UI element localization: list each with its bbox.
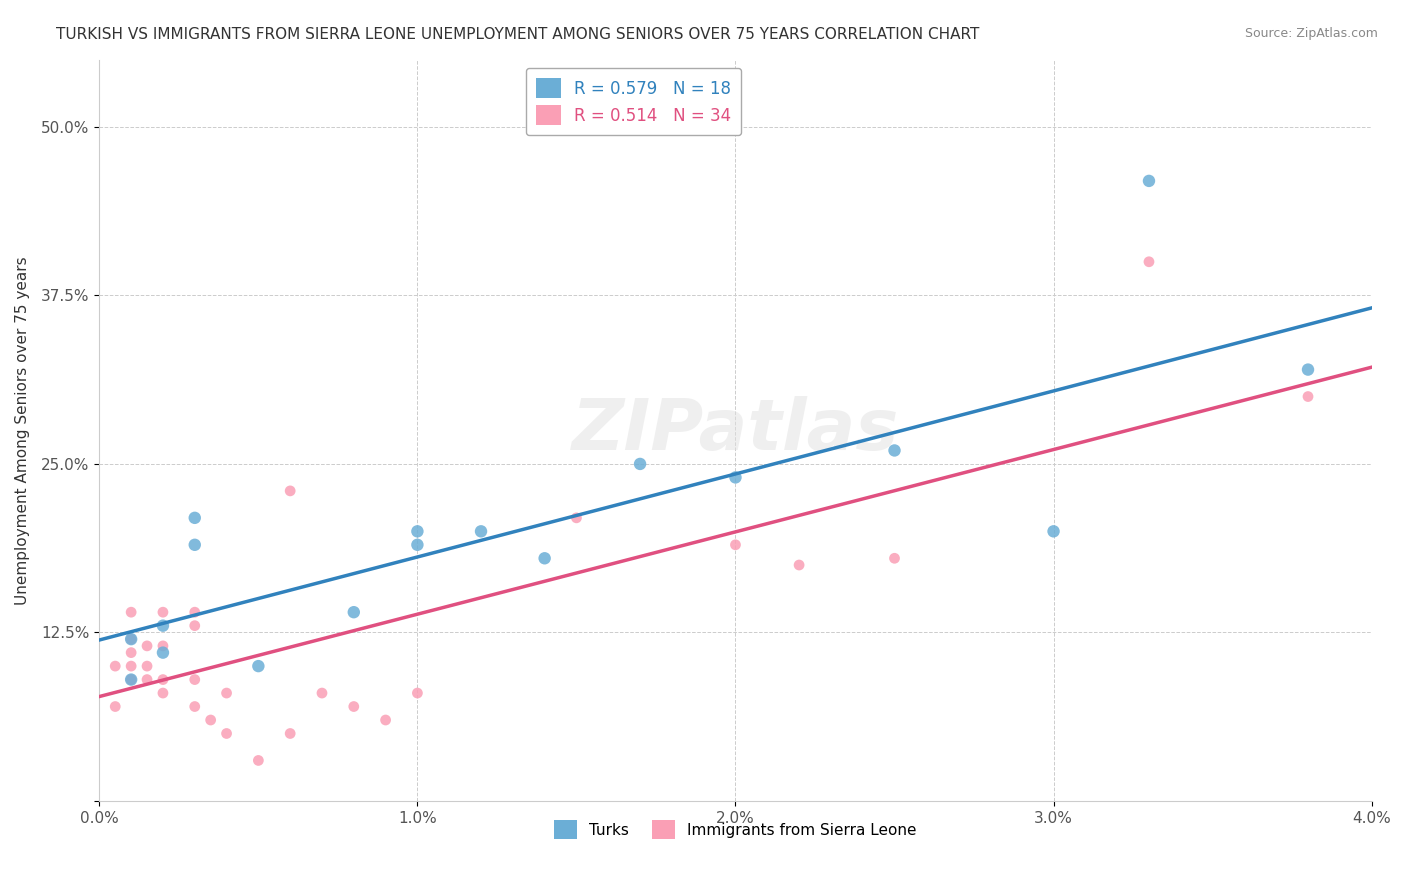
Point (152, 673, 174, 687)
Point (120, 632, 142, 647)
Point (184, 511, 207, 525)
Point (1296, 390, 1319, 404)
Point (406, 524, 429, 539)
Point (1137, 174, 1160, 188)
Point (104, 699, 127, 714)
Point (184, 699, 207, 714)
Point (152, 618, 174, 632)
Point (374, 713, 396, 727)
Point (152, 646, 174, 660)
Point (215, 726, 238, 740)
Point (184, 673, 207, 687)
Point (343, 699, 366, 714)
Point (136, 659, 159, 673)
Point (215, 686, 238, 700)
Point (278, 726, 301, 740)
Point (104, 659, 127, 673)
Point (120, 659, 142, 673)
Legend: Turks, Immigrants from Sierra Leone: Turks, Immigrants from Sierra Leone (548, 814, 922, 845)
Point (184, 605, 207, 619)
Point (136, 673, 159, 687)
Point (311, 686, 333, 700)
Point (406, 686, 429, 700)
Point (628, 457, 651, 471)
Text: TURKISH VS IMMIGRANTS FROM SIERRA LEONE UNEMPLOYMENT AMONG SENIORS OVER 75 YEARS: TURKISH VS IMMIGRANTS FROM SIERRA LEONE … (56, 27, 980, 42)
Y-axis label: Unemployment Among Seniors over 75 years: Unemployment Among Seniors over 75 years (15, 256, 30, 605)
Point (120, 632, 142, 647)
Point (152, 605, 174, 619)
Point (152, 686, 174, 700)
Point (565, 511, 588, 525)
Point (184, 538, 207, 552)
Point (533, 551, 555, 566)
Point (343, 605, 366, 619)
Point (724, 470, 747, 484)
Point (200, 713, 222, 727)
Point (724, 538, 747, 552)
Point (120, 673, 142, 687)
Point (120, 673, 142, 687)
Point (120, 646, 142, 660)
Point (247, 659, 270, 673)
Point (152, 639, 174, 653)
Point (883, 551, 905, 566)
Point (470, 524, 492, 539)
Point (406, 538, 429, 552)
Point (136, 639, 159, 653)
Text: ZIPatlas: ZIPatlas (572, 396, 900, 465)
Point (1137, 254, 1160, 268)
Point (883, 443, 905, 458)
Point (1042, 524, 1064, 539)
Point (120, 605, 142, 619)
Point (278, 483, 301, 498)
Point (184, 618, 207, 632)
Point (1296, 362, 1319, 376)
Text: Source: ZipAtlas.com: Source: ZipAtlas.com (1244, 27, 1378, 40)
Point (787, 558, 810, 572)
Point (247, 754, 270, 768)
